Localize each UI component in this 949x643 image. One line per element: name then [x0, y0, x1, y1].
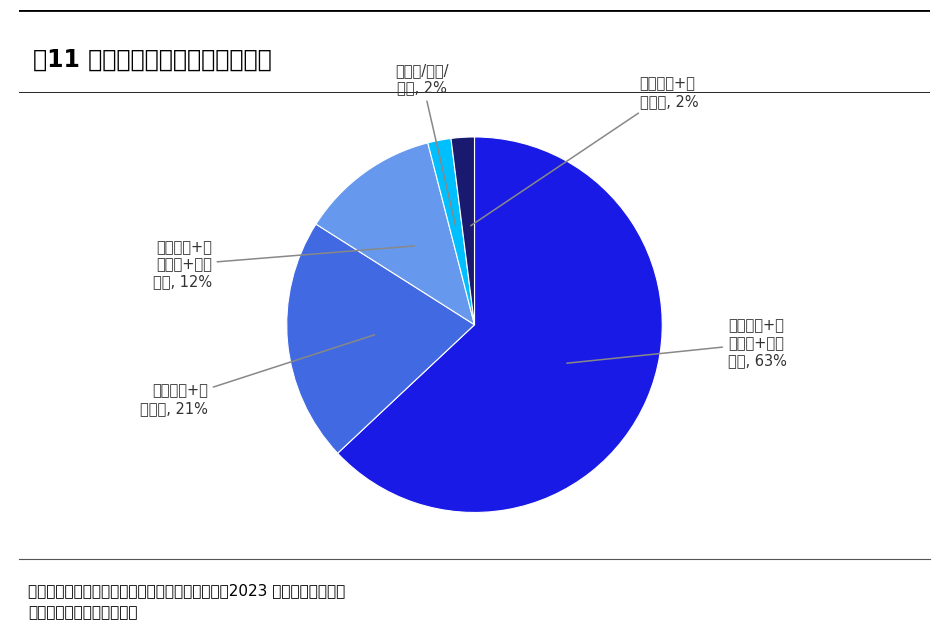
Wedge shape [338, 137, 662, 512]
Wedge shape [428, 138, 474, 325]
Text: 图11 惠民保产品保险责任范围分布: 图11 惠民保产品保险责任范围分布 [32, 48, 271, 72]
Text: 自付费用+自
费费用+特药
责任, 12%: 自付费用+自 费费用+特药 责任, 12% [153, 240, 415, 289]
Text: 自付费用+自
费费用+特药
责任, 63%: 自付费用+自 费费用+特药 责任, 63% [567, 318, 787, 368]
Wedge shape [316, 143, 474, 325]
Text: 自费费用+特
药费用, 2%: 自费费用+特 药费用, 2% [471, 77, 698, 226]
Wedge shape [287, 224, 474, 453]
Wedge shape [451, 137, 474, 325]
Text: 仅自付/自费/
特药, 2%: 仅自付/自费/ 特药, 2% [395, 63, 456, 226]
Text: 资料来源：新浪健康保险研究院与中国药科大学《2023 年惠民保回顾及展
望报告》，海通证券研究所: 资料来源：新浪健康保险研究院与中国药科大学《2023 年惠民保回顾及展 望报告》… [28, 583, 345, 620]
Text: 自付费用+特
药费用, 21%: 自付费用+特 药费用, 21% [140, 335, 375, 416]
